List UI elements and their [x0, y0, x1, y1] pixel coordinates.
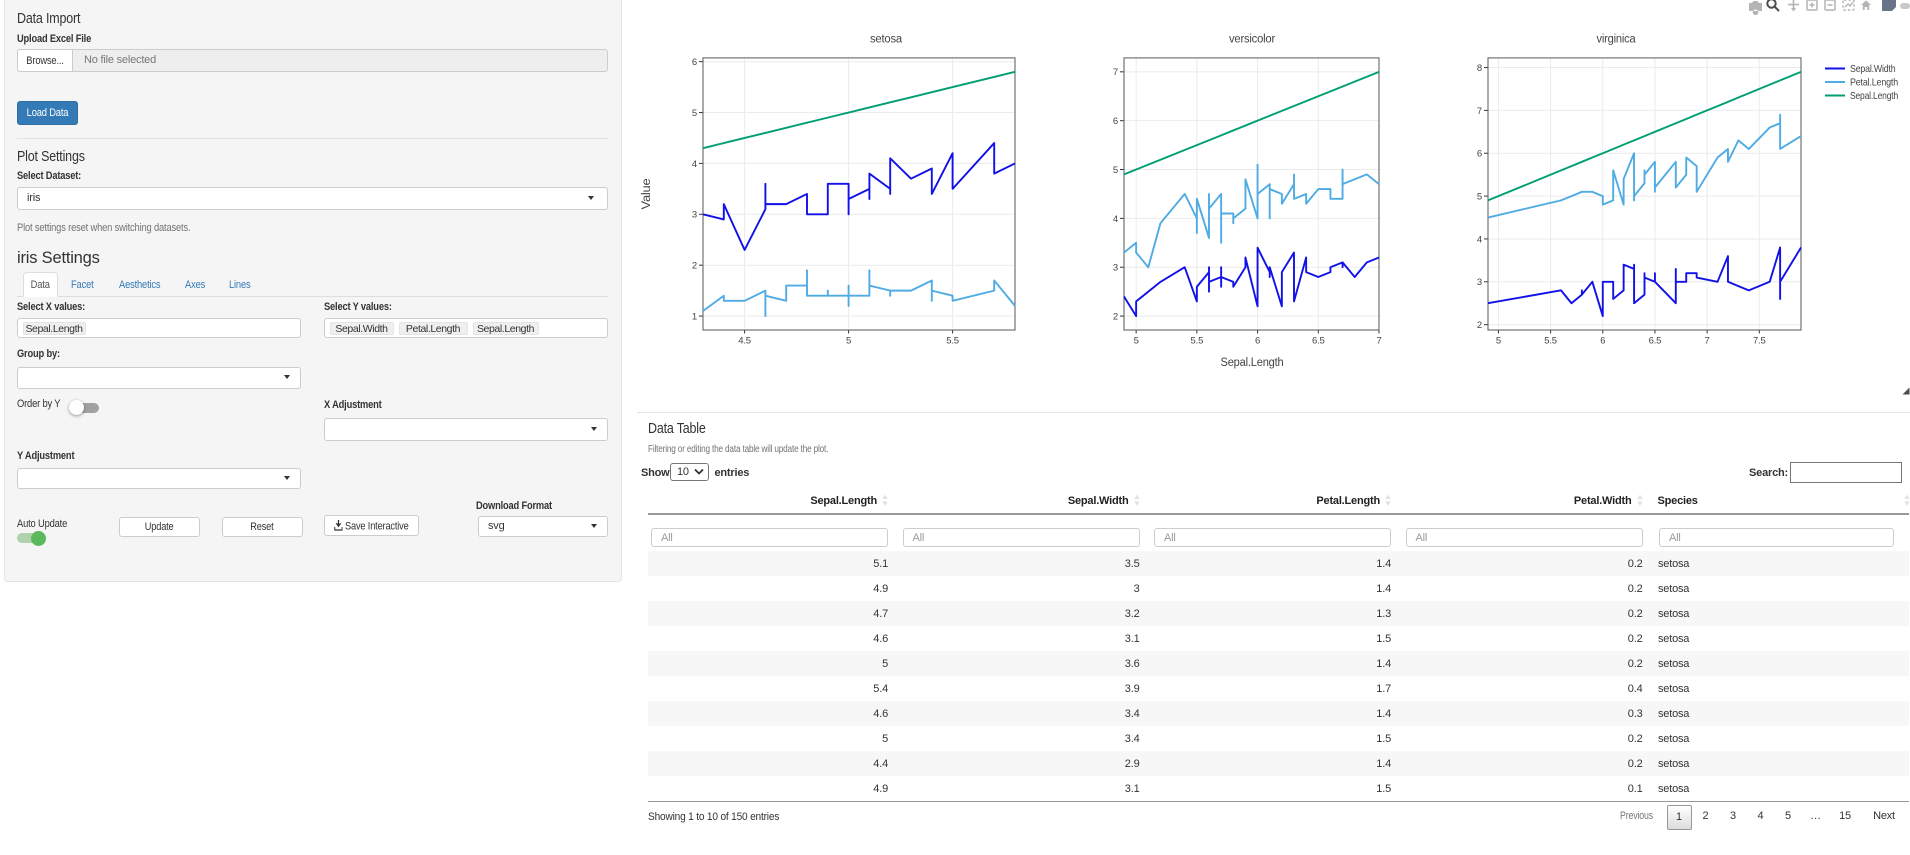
svg-text:5: 5 — [1477, 191, 1482, 202]
svg-text:Sepal.Width: Sepal.Width — [1850, 64, 1896, 75]
svg-text:5: 5 — [692, 108, 697, 119]
svg-text:2: 2 — [1477, 320, 1482, 331]
svg-text:setosa: setosa — [870, 34, 903, 46]
svg-text:6: 6 — [1600, 336, 1605, 347]
svg-text:5: 5 — [1496, 336, 1501, 347]
svg-text:5: 5 — [1134, 336, 1139, 347]
svg-text:5.5: 5.5 — [946, 336, 959, 347]
svg-text:8: 8 — [1477, 63, 1482, 74]
svg-text:Sepal.Length: Sepal.Length — [1850, 91, 1898, 102]
svg-text:4: 4 — [692, 159, 697, 170]
svg-text:6.5: 6.5 — [1649, 336, 1662, 347]
svg-text:4: 4 — [1113, 214, 1118, 225]
svg-text:virginica: virginica — [1597, 34, 1637, 46]
svg-text:4: 4 — [1477, 234, 1482, 245]
svg-text:3: 3 — [692, 210, 697, 221]
svg-text:3: 3 — [1113, 263, 1118, 274]
svg-text:Sepal.Length: Sepal.Length — [1221, 357, 1284, 369]
svg-text:2: 2 — [692, 261, 697, 272]
svg-text:6: 6 — [1113, 116, 1118, 127]
svg-text:7: 7 — [1705, 336, 1710, 347]
svg-text:5.5: 5.5 — [1191, 336, 1204, 347]
svg-text:6.5: 6.5 — [1312, 336, 1325, 347]
svg-text:6: 6 — [692, 57, 697, 68]
svg-text:7.5: 7.5 — [1753, 336, 1766, 347]
svg-text:Petal.Length: Petal.Length — [1850, 78, 1898, 89]
svg-text:4.5: 4.5 — [738, 336, 751, 347]
svg-text:5.5: 5.5 — [1544, 336, 1557, 347]
svg-text:2: 2 — [1113, 311, 1118, 322]
svg-text:7: 7 — [1477, 106, 1482, 117]
svg-text:7: 7 — [1376, 336, 1381, 347]
svg-text:versicolor: versicolor — [1229, 34, 1275, 46]
svg-text:5: 5 — [1113, 165, 1118, 176]
svg-text:5: 5 — [846, 336, 851, 347]
svg-text:6: 6 — [1255, 336, 1260, 347]
svg-text:Value: Value — [641, 179, 653, 210]
svg-text:7: 7 — [1113, 67, 1118, 78]
svg-text:3: 3 — [1477, 277, 1482, 288]
svg-text:6: 6 — [1477, 149, 1482, 160]
svg-text:1: 1 — [692, 311, 697, 322]
